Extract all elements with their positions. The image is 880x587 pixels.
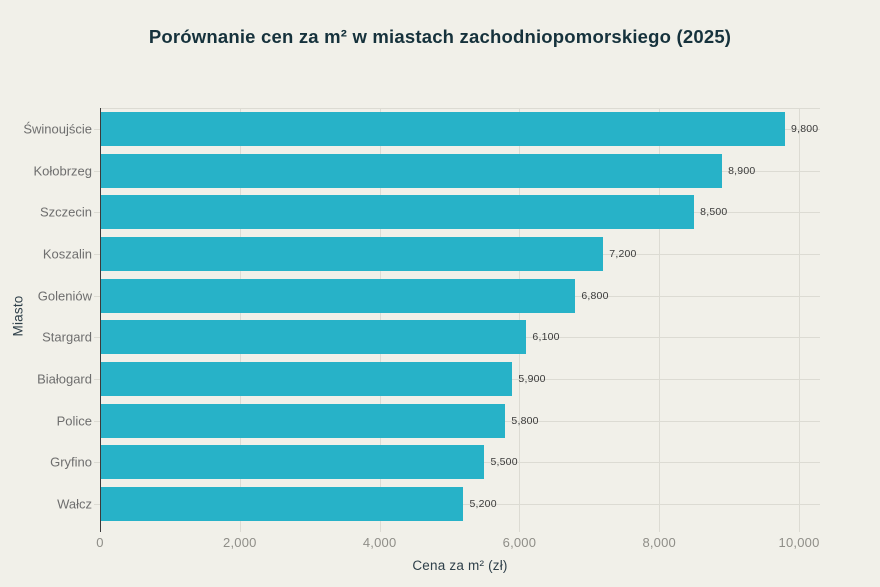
- x-tick-label: 4,000: [362, 535, 397, 550]
- y-tick: [94, 253, 100, 255]
- category-label: Szczecin: [39, 204, 92, 220]
- y-tick: [94, 462, 100, 464]
- plot-area: 0 2,000 4,000 6,000 8,000 10,000 9,800 Świnoujś…: [23, 108, 820, 550]
- y-tick: [94, 212, 100, 214]
- y-tick: [94, 379, 100, 381]
- bar: [100, 362, 513, 397]
- bar-value-label: 7,200: [609, 247, 637, 260]
- gridline-vertical: [519, 108, 521, 532]
- category-label: Goleniów: [37, 288, 92, 304]
- bar-value-label: 5,800: [511, 414, 539, 427]
- y-tick: [94, 420, 100, 422]
- category-label: Białogard: [37, 371, 92, 387]
- chart-title: Porównanie cen za m² w miastach zachodni…: [148, 26, 732, 47]
- bar-value-label: 6,100: [532, 331, 560, 344]
- y-tick: [94, 337, 100, 339]
- bar: [100, 278, 576, 313]
- category-label: Kołobrzeg: [33, 163, 92, 179]
- x-tick-label: 8,000: [642, 535, 676, 550]
- y-tick: [94, 295, 100, 297]
- category-label: Świnoujście: [23, 121, 92, 137]
- y-axis-line: [100, 108, 101, 532]
- category-label: Gryfino: [50, 454, 92, 470]
- y-tick: [94, 504, 100, 506]
- x-tick-label: 10,000: [778, 535, 820, 550]
- gridline-vertical: [379, 108, 381, 532]
- bar: [100, 403, 506, 438]
- y-tick: [94, 170, 100, 172]
- x-axis-title: Cena za m² (zł): [412, 558, 508, 573]
- x-tick-label: 0: [96, 535, 104, 550]
- x-tick-label: 6,000: [502, 535, 537, 550]
- bar-value-label: 9,800: [791, 122, 819, 135]
- plot-top-border: [100, 108, 820, 109]
- category-label: Koszalin: [42, 246, 92, 262]
- bar: [100, 445, 485, 480]
- bar-value-label: 6,800: [581, 289, 609, 302]
- y-tick: [94, 128, 100, 130]
- bar-value-label: 8,500: [700, 206, 728, 219]
- bar-value-label: 5,500: [490, 456, 518, 469]
- bar-value-label: 5,200: [469, 498, 497, 511]
- gridline-vertical: [799, 108, 801, 532]
- bar: [100, 320, 527, 355]
- bar: [100, 487, 464, 522]
- bar-value-label: 5,900: [518, 373, 546, 386]
- bar: [100, 195, 695, 230]
- category-label: Police: [56, 413, 92, 429]
- bar-value-label: 8,900: [728, 164, 756, 177]
- gridline-vertical: [239, 108, 241, 532]
- x-tick-label: 2,000: [223, 535, 257, 550]
- gridline-vertical: [659, 108, 661, 532]
- bar: [100, 111, 786, 146]
- category-label: Stargard: [42, 329, 92, 345]
- category-label: Wałcz: [57, 496, 92, 512]
- bar: [100, 153, 723, 188]
- bar: [100, 236, 604, 271]
